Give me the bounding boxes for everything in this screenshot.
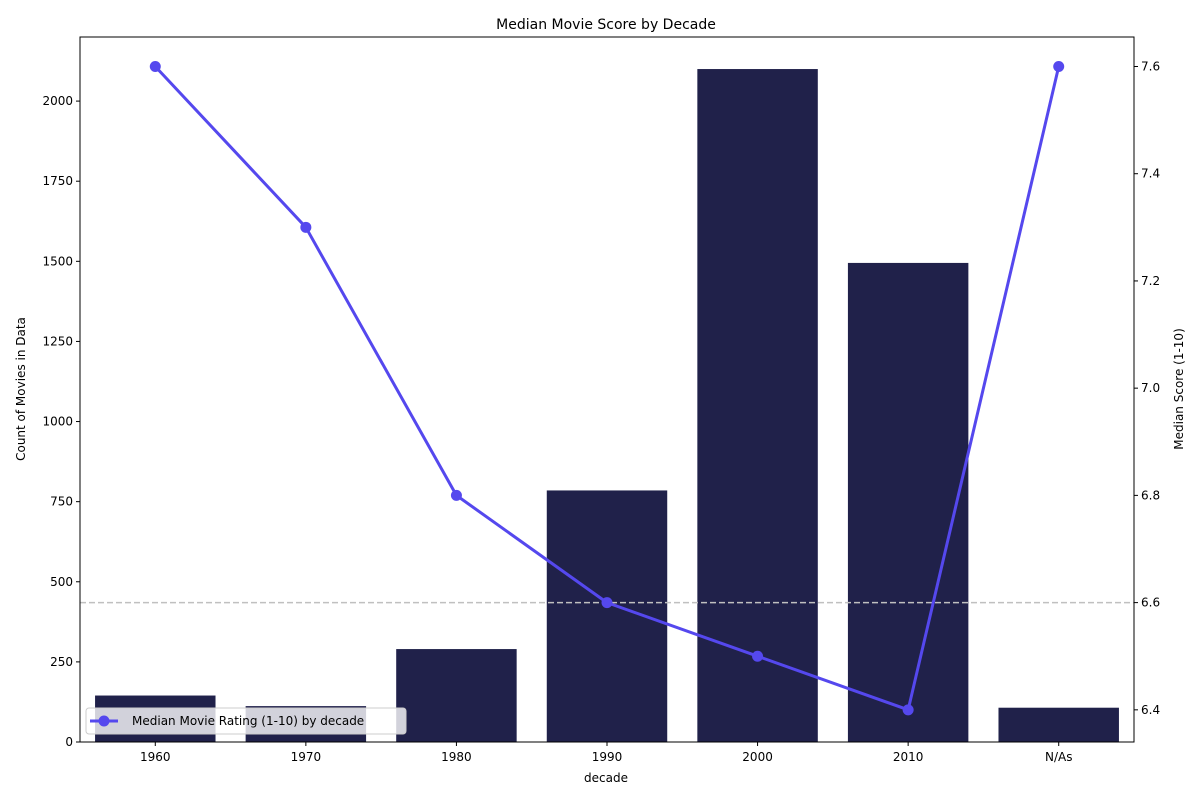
bar-2010 xyxy=(847,262,969,742)
y-tick-label-left: 500 xyxy=(50,575,73,589)
line-layer xyxy=(149,60,1065,716)
y-tick-label-left: 250 xyxy=(50,655,73,669)
y-tick-label-right: 6.4 xyxy=(1141,703,1160,717)
y-tick-label-right: 6.8 xyxy=(1141,488,1160,502)
y-tick-label-left: 0 xyxy=(65,735,73,749)
y-tick-label-right: 7.2 xyxy=(1141,274,1160,288)
bar-2000 xyxy=(697,69,818,742)
x-tick-label: 2000 xyxy=(742,750,773,764)
x-tick-label: 1960 xyxy=(140,750,171,764)
line-point-2010 xyxy=(902,704,914,716)
legend-marker-swatch xyxy=(98,715,110,727)
y-tick-label-left: 2000 xyxy=(42,94,73,108)
y-tick-label-right: 7.0 xyxy=(1141,381,1160,395)
legend-entry-label: Median Movie Rating (1-10) by decade xyxy=(132,714,364,728)
line-point-1970 xyxy=(300,221,312,233)
line-point-1960 xyxy=(149,60,161,72)
y-tick-label-left: 750 xyxy=(50,495,73,509)
axes-layer: 0 250 500 750 1000 1250 1500 1750 2000 6.4 6.6 6.8 7… xyxy=(42,36,1160,764)
line-point-1990 xyxy=(601,597,613,609)
line-point-1980 xyxy=(450,489,462,501)
y-tick-label-left: 1500 xyxy=(42,254,73,268)
line-point-2000 xyxy=(752,650,764,662)
legend-box xyxy=(85,707,407,735)
chart-title: Median Movie Score by Decade xyxy=(496,17,716,33)
bars-layer xyxy=(95,69,1119,742)
y-axis-label-left: Count of Movies in Data xyxy=(14,317,28,461)
x-tick-label: 1970 xyxy=(291,750,322,764)
line-point-N/As xyxy=(1053,60,1065,72)
y-tick-label-right: 7.6 xyxy=(1141,59,1160,73)
x-tick-label: N/As xyxy=(1045,750,1072,764)
y-tick-label-left: 1250 xyxy=(42,334,73,348)
x-tick-label: 2010 xyxy=(893,750,924,764)
x-tick-label: 1980 xyxy=(441,750,472,764)
x-axis-label: decade xyxy=(584,771,628,785)
bar-N/As xyxy=(998,707,1119,742)
y-tick-label-left: 1000 xyxy=(42,415,73,429)
y-tick-label-right: 7.4 xyxy=(1141,167,1160,181)
bar-1980 xyxy=(396,649,517,742)
x-tick-label: 1990 xyxy=(592,750,623,764)
legend: Median Movie Rating (1-10) by decade xyxy=(85,707,407,735)
y-axis-label-right: Median Score (1-10) xyxy=(1172,328,1186,449)
y-tick-label-right: 6.6 xyxy=(1141,596,1160,610)
y-tick-label-left: 1750 xyxy=(42,174,73,188)
